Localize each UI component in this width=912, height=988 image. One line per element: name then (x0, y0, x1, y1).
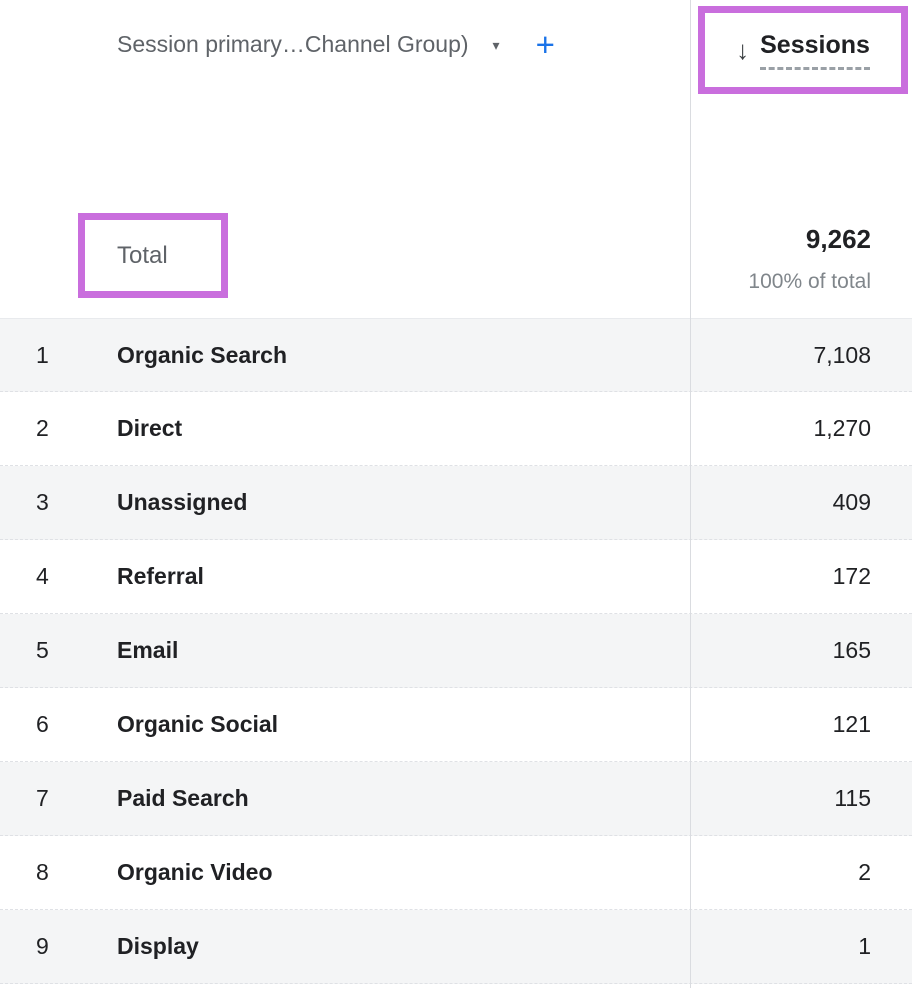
row-channel: Direct (117, 415, 183, 441)
row-sessions: 1,270 (813, 415, 871, 441)
table-row: 2 Direct 1,270 (0, 392, 912, 466)
row-rank: 4 (36, 563, 49, 589)
table-row: 7 Paid Search 115 (0, 762, 912, 836)
row-channel: Email (117, 637, 179, 663)
total-percent-text: 100% of total (748, 270, 871, 293)
row-channel: Organic Social (117, 711, 279, 737)
row-channel: Unassigned (117, 489, 248, 515)
annotation-highlight-sessions: ↓ Sessions (698, 6, 908, 94)
row-sessions: 2 (858, 859, 871, 885)
sessions-column-header[interactable]: Sessions (760, 31, 870, 70)
table-row: 3 Unassigned 409 (0, 466, 912, 540)
row-rank: 5 (36, 637, 49, 663)
dimension-selector[interactable]: Session primary…Channel Group) (117, 31, 469, 57)
annotation-highlight-total: Total (78, 213, 228, 298)
table-row: 4 Referral 172 (0, 540, 912, 614)
row-sessions: 409 (832, 489, 871, 515)
table-row: 9 Display 1 (0, 910, 912, 984)
row-rank: 6 (36, 711, 49, 737)
table-row: 6 Organic Social 121 (0, 688, 912, 762)
row-sessions: 165 (832, 637, 871, 663)
dimension-header: Session primary…Channel Group) ▾ + (117, 28, 555, 61)
sort-descending-icon: ↓ (736, 35, 750, 65)
row-rank: 9 (36, 933, 49, 959)
row-sessions: 172 (832, 563, 871, 589)
row-rank: 7 (36, 785, 49, 811)
add-column-button[interactable]: + (535, 26, 555, 63)
row-rank: 2 (36, 415, 49, 441)
row-sessions: 121 (832, 711, 871, 737)
table-row: 1 Organic Search 7,108 (0, 318, 912, 392)
row-channel: Paid Search (117, 785, 249, 811)
row-rank: 8 (36, 859, 49, 885)
total-sessions-value: 9,262 (805, 224, 871, 254)
table-row: 8 Organic Video 2 (0, 836, 912, 910)
channel-table: 1 Organic Search 7,108 2 Direct 1,270 3 … (0, 318, 912, 984)
total-label: Total (117, 241, 168, 269)
column-divider (690, 0, 691, 988)
row-sessions: 1 (858, 933, 871, 959)
chevron-down-icon[interactable]: ▾ (492, 36, 500, 53)
row-channel: Referral (117, 563, 204, 589)
row-rank: 3 (36, 489, 49, 515)
row-sessions: 115 (834, 785, 871, 811)
row-sessions: 7,108 (813, 341, 871, 368)
row-channel: Display (117, 933, 199, 959)
row-rank: 1 (36, 341, 49, 368)
row-channel: Organic Search (117, 341, 288, 368)
row-channel: Organic Video (117, 859, 273, 885)
table-row: 5 Email 165 (0, 614, 912, 688)
